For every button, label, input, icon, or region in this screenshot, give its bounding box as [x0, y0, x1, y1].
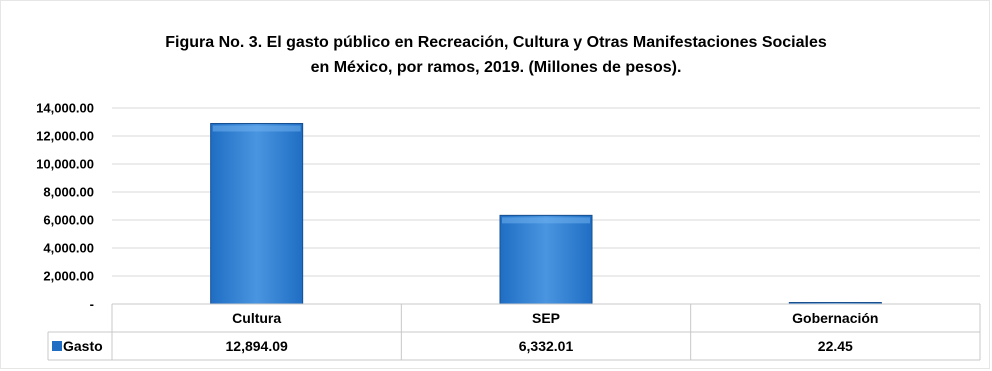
data-value-label: 22.45 — [818, 338, 853, 354]
y-tick-label: 6,000.00 — [43, 213, 94, 228]
series-name: Gasto — [63, 338, 103, 354]
chart-title-line-2: en México, por ramos, 2019. (Millones de… — [310, 59, 682, 76]
y-tick-label: 8,000.00 — [43, 185, 94, 200]
bars — [210, 122, 882, 305]
legend-key — [52, 341, 62, 351]
bar-cultura — [210, 122, 304, 305]
y-tick-label: 2,000.00 — [43, 269, 94, 284]
y-tick-label: 14,000.00 — [36, 101, 94, 116]
y-tick-label: 4,000.00 — [43, 241, 94, 256]
bar — [210, 122, 304, 305]
y-axis: - 2,000.00 4,000.00 6,000.00 8,000.00 10,000.… — [36, 101, 94, 312]
y-tick-label: 10,000.00 — [36, 157, 94, 172]
data-table: Cultura SEP Gobernación Gasto 12,894.09 6,332… — [47, 303, 981, 361]
bar — [499, 214, 593, 305]
y-tick-label: - — [90, 297, 94, 312]
bar-highlight — [502, 217, 590, 224]
category-label: Cultura — [232, 310, 281, 326]
chart-title: Figura No. 3. El gasto público en Recrea… — [0, 30, 992, 80]
data-value-label: 12,894.09 — [226, 338, 288, 354]
y-tick-label: 12,000.00 — [36, 129, 94, 144]
category-label: SEP — [532, 310, 560, 326]
data-value-label: 6,332.01 — [519, 338, 574, 354]
bar-sep — [499, 214, 593, 305]
chart-title-line-1: Figura No. 3. El gasto público en Recrea… — [165, 34, 827, 51]
category-label: Gobernación — [792, 310, 878, 326]
bar-highlight — [212, 125, 301, 132]
